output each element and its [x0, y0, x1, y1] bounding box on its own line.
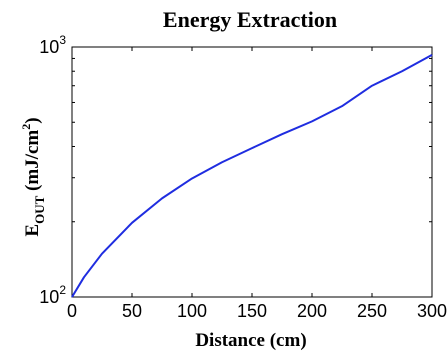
y-label-unit-exponent: 2 [19, 124, 33, 130]
x-tick-label: 250 [357, 301, 387, 321]
y-label-unit-prefix: (mJ/cm [22, 130, 43, 196]
y-label-unit-suffix: ) [22, 117, 43, 123]
y-label-subscript: OUT [32, 195, 47, 224]
plot-frame [71, 46, 433, 298]
y-tick-label: 102 [39, 283, 66, 307]
y-tick-label: 103 [39, 33, 66, 57]
chart-title: Energy Extraction [163, 7, 337, 32]
x-tick-label: 0 [67, 301, 77, 321]
x-axis-label: Distance (cm) [195, 330, 306, 351]
x-tick-label: 150 [237, 301, 267, 321]
x-tick-label: 300 [417, 301, 447, 321]
x-tick-label: 100 [177, 301, 207, 321]
y-label-base: E [22, 224, 43, 237]
series-line [71, 54, 433, 298]
y-ticks: 102 103 [39, 33, 432, 307]
series-layer [71, 54, 433, 298]
x-tick-label: 50 [122, 301, 142, 321]
y-axis-label: EOUT (mJ/cm2) [19, 117, 47, 236]
x-ticks: 0 50 100 150 200 250 300 [67, 47, 447, 321]
x-tick-label: 200 [297, 301, 327, 321]
svg-text:EOUT (mJ/cm2): EOUT (mJ/cm2) [19, 117, 47, 236]
